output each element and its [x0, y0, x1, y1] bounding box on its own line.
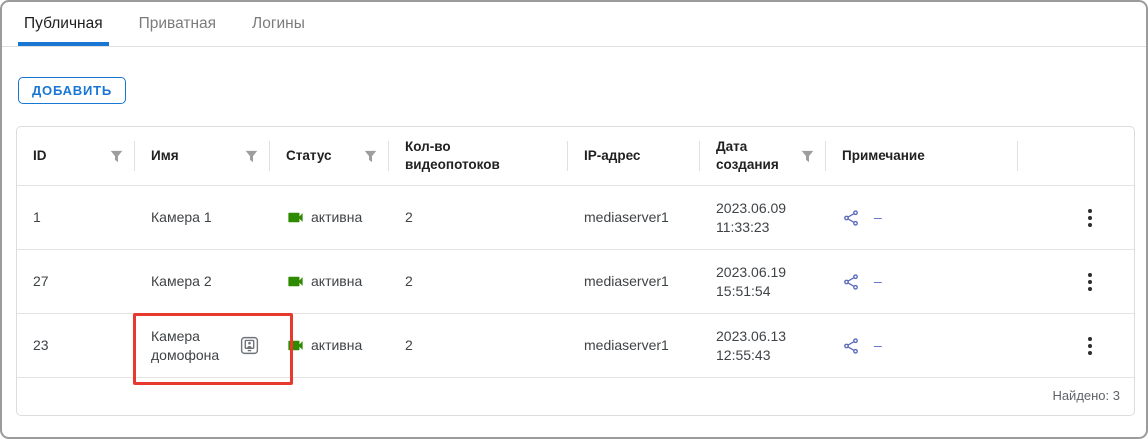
- table-row: 1 Камера 1 активна 2 mediaserver1 2023.0…: [17, 185, 1134, 249]
- column-header-ip-label: IP-адрес: [584, 148, 641, 164]
- tab-private-label: Приватная: [138, 15, 217, 32]
- cell-created: 2023.06.09 11:33:23: [700, 186, 826, 249]
- column-header-name-label: Имя: [151, 148, 179, 164]
- cell-note: –: [826, 314, 1018, 377]
- videocam-icon: [286, 272, 305, 291]
- found-count-label: Найдено: 3: [1052, 387, 1120, 403]
- cell-status: активна: [270, 314, 389, 377]
- cell-created: 2023.06.13 12:55:43: [700, 314, 826, 377]
- tab-private[interactable]: Приватная: [133, 2, 222, 46]
- toolbar: ДОБАВИТЬ: [2, 47, 1146, 104]
- filter-funnel-icon[interactable]: [362, 148, 379, 165]
- column-header-created: Дата создания: [700, 127, 826, 185]
- table-row: 27 Камера 2 активна 2 mediaserver1 2023.…: [17, 249, 1134, 313]
- tab-public-label: Публичная: [24, 15, 103, 32]
- column-header-ip: IP-адрес: [568, 127, 700, 185]
- cell-streams: 2: [405, 337, 413, 354]
- kebab-menu-icon[interactable]: [1072, 328, 1108, 364]
- column-header-status: Статус: [270, 127, 389, 185]
- note-value: –: [874, 337, 882, 354]
- created-time: 15:51:54: [716, 282, 771, 299]
- cell-status: активна: [270, 250, 389, 313]
- cell-name: Камера домофона: [135, 314, 270, 377]
- tab-bar: Публичная Приватная Логины: [2, 2, 1146, 47]
- column-header-name: Имя: [135, 127, 270, 185]
- column-header-note-label: Примечание: [842, 148, 925, 164]
- note-value: –: [874, 273, 882, 290]
- column-header-status-label: Статус: [286, 148, 332, 164]
- cell-status: активна: [270, 186, 389, 249]
- status-label: активна: [311, 209, 363, 226]
- camera-name: Камера 2: [151, 273, 212, 290]
- camera-name: Камера 1: [151, 209, 212, 226]
- cell-actions: [1018, 186, 1134, 249]
- add-button[interactable]: ДОБАВИТЬ: [18, 77, 127, 104]
- cell-streams: 2: [405, 273, 413, 290]
- cameras-table: ID Имя Статус Кол-во видеопотоков: [16, 126, 1135, 416]
- filter-funnel-icon[interactable]: [799, 148, 816, 165]
- cell-actions: [1018, 250, 1134, 313]
- cell-ip: mediaserver1: [584, 273, 669, 290]
- intercom-icon: [239, 335, 260, 356]
- table-header-row: ID Имя Статус Кол-во видеопотоков: [17, 127, 1134, 185]
- cell-ip: mediaserver1: [584, 209, 669, 226]
- cell-name: Камера 2: [135, 250, 270, 313]
- created-date: 2023.06.19: [716, 263, 787, 280]
- status-label: активна: [311, 337, 363, 354]
- cell-streams: 2: [405, 209, 413, 226]
- cell-note: –: [826, 186, 1018, 249]
- status-label: активна: [311, 273, 363, 290]
- created-time: 12:55:43: [716, 346, 771, 363]
- column-header-actions: [1018, 127, 1134, 185]
- share-icon[interactable]: [842, 337, 860, 355]
- videocam-icon: [286, 336, 305, 355]
- column-header-created-label: Дата создания: [716, 139, 779, 172]
- camera-name: Камера домофона: [151, 327, 220, 363]
- tab-logins-label: Логины: [252, 15, 305, 32]
- tab-public[interactable]: Публичная: [18, 2, 109, 46]
- videocam-icon: [286, 208, 305, 227]
- created-date: 2023.06.13: [716, 327, 787, 344]
- share-icon[interactable]: [842, 273, 860, 291]
- column-header-streams: Кол-во видеопотоков: [389, 127, 568, 185]
- cell-created: 2023.06.19 15:51:54: [700, 250, 826, 313]
- cell-id: 1: [33, 209, 41, 226]
- cell-ip: mediaserver1: [584, 337, 669, 354]
- table-row: 23 Камера домофона активна: [17, 313, 1134, 377]
- filter-funnel-icon[interactable]: [243, 148, 260, 165]
- cell-id: 27: [33, 273, 49, 290]
- cell-actions: [1018, 314, 1134, 377]
- column-header-id-label: ID: [33, 148, 47, 164]
- created-time: 11:33:23: [716, 218, 770, 235]
- table-footer: Найдено: 3: [17, 377, 1134, 412]
- column-header-streams-label: Кол-во видеопотоков: [405, 139, 500, 172]
- column-header-note: Примечание: [826, 127, 1018, 185]
- tab-logins[interactable]: Логины: [246, 2, 311, 46]
- kebab-menu-icon[interactable]: [1072, 200, 1108, 236]
- cell-name: Камера 1: [135, 186, 270, 249]
- note-value: –: [874, 209, 882, 226]
- share-icon[interactable]: [842, 209, 860, 227]
- kebab-menu-icon[interactable]: [1072, 264, 1108, 300]
- created-date: 2023.06.09: [716, 199, 787, 216]
- filter-funnel-icon[interactable]: [108, 148, 125, 165]
- cell-id: 23: [33, 337, 49, 354]
- cell-note: –: [826, 250, 1018, 313]
- column-header-id: ID: [17, 127, 135, 185]
